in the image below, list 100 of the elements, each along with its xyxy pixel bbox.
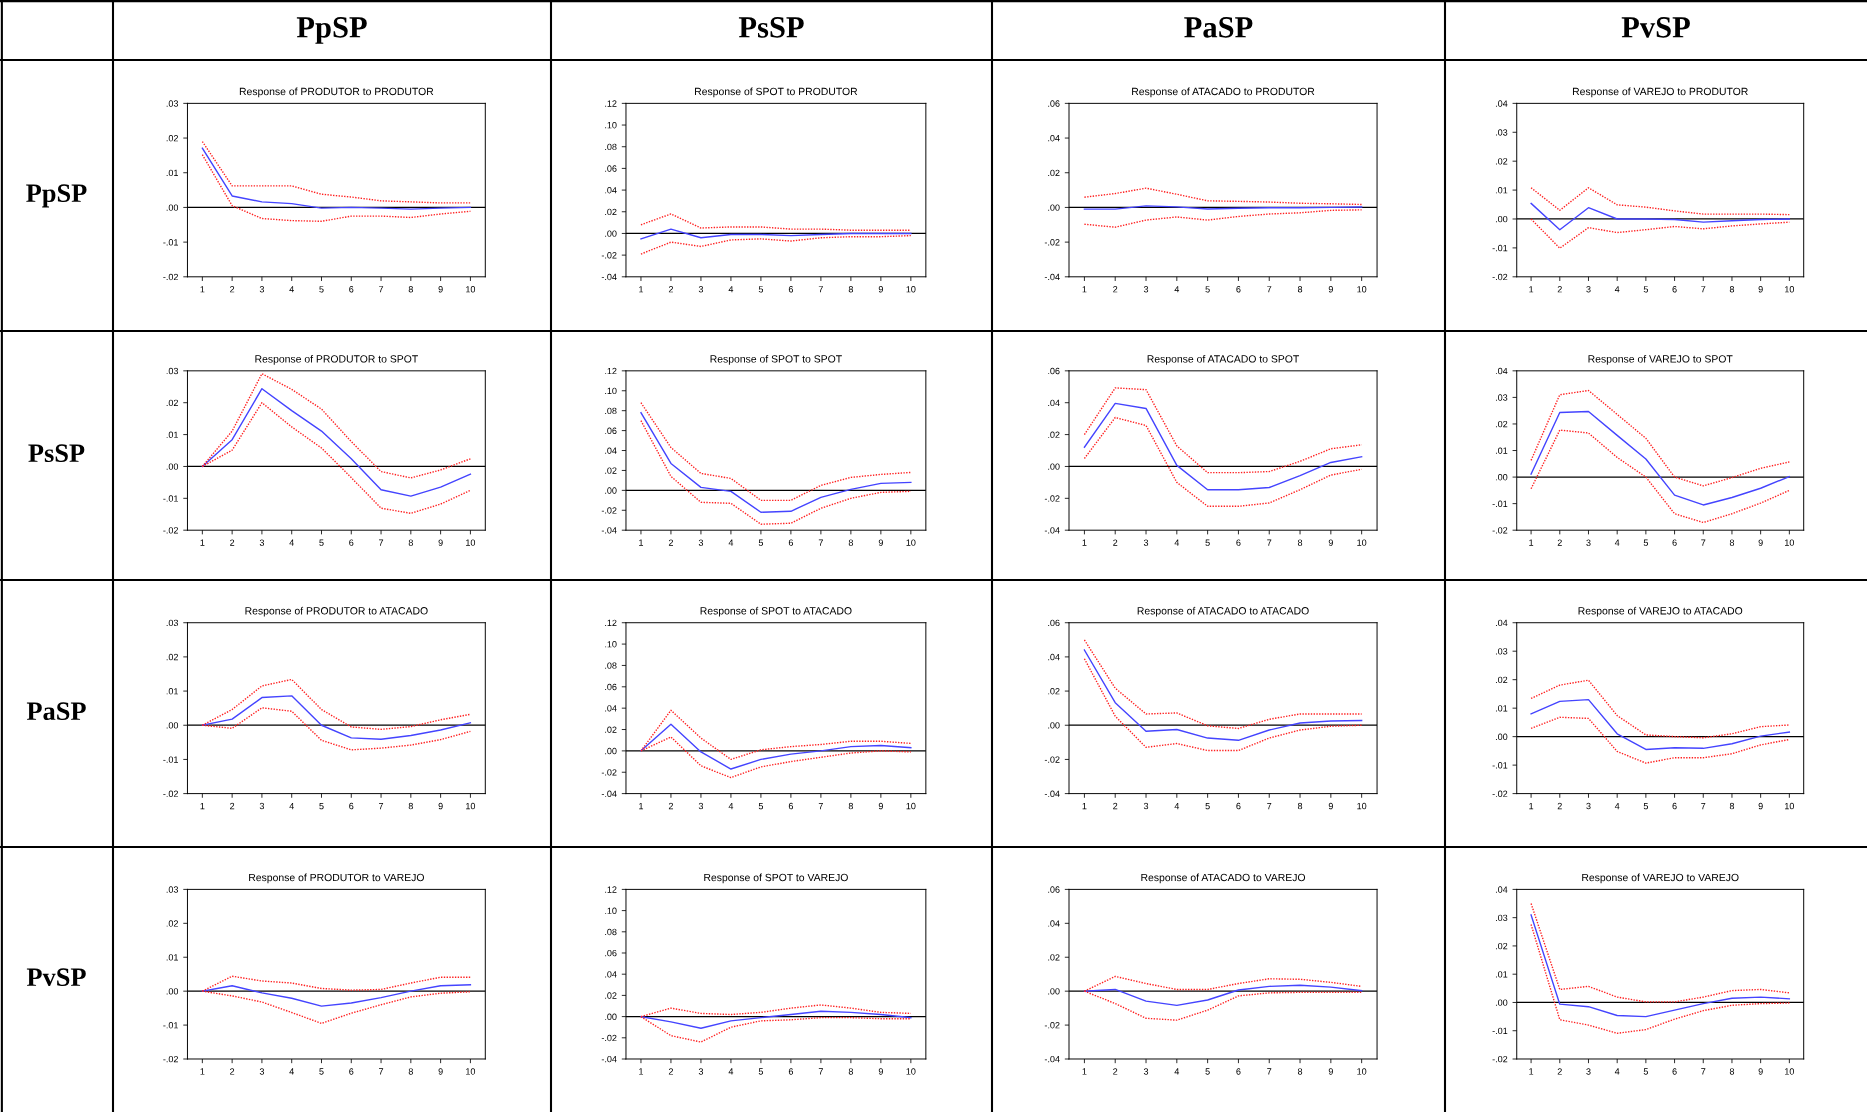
chart-title: Response of ATACADO to PRODUTOR — [1132, 87, 1315, 98]
x-tick-label: 5 — [1205, 802, 1210, 810]
x-tick-label: 6 — [788, 802, 794, 810]
x-tick-label: 4 — [289, 539, 294, 546]
text: PvSP — [26, 968, 86, 987]
x-tick-label: 9 — [1328, 1068, 1333, 1075]
y-tick-label: -.04 — [601, 1055, 617, 1063]
x-tick-label: 10 — [1357, 286, 1367, 293]
text: PaSP — [1184, 17, 1253, 38]
y-tick-label: -.02 — [1492, 790, 1508, 797]
y-tick-label: .02 — [1048, 954, 1060, 961]
y-tick-label: .00 — [166, 722, 179, 729]
y-tick-label: -.04 — [1044, 790, 1060, 797]
x-tick-label: 9 — [1758, 1068, 1763, 1075]
x-tick-label: 7 — [818, 802, 823, 810]
x-tick-label: 7 — [1701, 286, 1706, 293]
y-tick-label: -.02 — [1492, 1055, 1508, 1063]
chart-title: Response of SPOT to VAREJO — [704, 873, 848, 884]
y-tick-label: -.01 — [163, 239, 178, 246]
x-tick-label: 5 — [319, 802, 324, 810]
x-tick-label: 8 — [408, 539, 413, 546]
y-tick-label: .04 — [605, 705, 617, 712]
y-tick-label: -.01 — [1492, 500, 1508, 507]
chart-title: Response of VAREJO to SPOT — [1588, 354, 1733, 365]
x-tick-label: 1 — [200, 539, 205, 546]
x-tick-label: 8 — [1297, 539, 1303, 546]
x-tick-label: 9 — [1758, 802, 1763, 810]
y-tick-label: .10 — [605, 387, 617, 395]
text: PsSP — [28, 444, 85, 463]
y-tick-label: .00 — [1495, 999, 1508, 1006]
x-tick-label: 2 — [668, 1068, 674, 1075]
x-tick-label: 7 — [818, 539, 823, 546]
x-tick-label: 3 — [1143, 286, 1149, 293]
x-tick-label: 2 — [1557, 286, 1562, 293]
y-tick-label: -.04 — [1044, 1055, 1060, 1063]
x-tick-label: 10 — [1785, 1068, 1795, 1075]
x-tick-label: 1 — [639, 539, 644, 546]
x-tick-label: 2 — [1557, 802, 1562, 810]
x-tick-label: 3 — [1586, 1068, 1591, 1075]
y-tick-label: .03 — [1495, 914, 1508, 922]
y-tick-label: .01 — [1495, 971, 1508, 978]
x-tick-label: 3 — [1143, 539, 1149, 546]
y-tick-label: .00 — [1495, 733, 1508, 740]
x-tick-label: 7 — [1701, 539, 1706, 546]
y-tick-label: .02 — [166, 653, 178, 661]
y-tick-label: .04 — [605, 447, 617, 454]
y-tick-label: .02 — [605, 467, 617, 474]
y-tick-label: .02 — [166, 399, 178, 407]
y-tick-label: -.02 — [1044, 756, 1060, 763]
x-tick-label: 2 — [1557, 1068, 1562, 1075]
x-tick-label: 5 — [1643, 802, 1648, 810]
chart-title: Response of VAREJO to ATACADO — [1578, 606, 1743, 617]
x-tick-label: 2 — [230, 802, 235, 810]
x-tick-label: 2 — [1113, 1068, 1118, 1075]
x-tick-label: 8 — [1297, 802, 1303, 810]
y-tick-label: -.01 — [1492, 244, 1508, 252]
x-tick-label: 4 — [728, 286, 734, 293]
x-tick-label: 4 — [289, 1068, 294, 1075]
y-tick-label: .01 — [166, 688, 178, 695]
y-tick-label: .02 — [605, 208, 617, 216]
text: PpSP — [296, 17, 367, 44]
y-tick-label: -.01 — [1492, 762, 1508, 769]
x-tick-label: 7 — [818, 286, 823, 293]
x-tick-label: 5 — [319, 539, 324, 546]
x-tick-label: 3 — [1143, 1068, 1149, 1075]
y-tick-label: .03 — [166, 886, 179, 893]
x-tick-label: 1 — [1082, 1068, 1087, 1075]
y-tick-label: .00 — [605, 487, 617, 494]
x-tick-label: 1 — [1082, 286, 1087, 293]
y-tick-label: .10 — [605, 907, 617, 914]
x-tick-label: 3 — [1586, 802, 1591, 810]
y-tick-label: .12 — [605, 619, 617, 626]
y-tick-label: .04 — [605, 971, 617, 978]
y-tick-label: -.01 — [163, 495, 178, 502]
text: PaSP — [26, 702, 86, 721]
x-tick-label: 4 — [1174, 1068, 1180, 1075]
y-tick-label: .00 — [1048, 463, 1060, 470]
y-tick-label: .04 — [1048, 399, 1060, 407]
y-tick-label: .02 — [1495, 942, 1508, 950]
y-tick-label: -.02 — [1044, 1022, 1060, 1029]
y-tick-label: -.02 — [1044, 239, 1060, 246]
x-tick-label: 9 — [438, 539, 443, 546]
x-tick-label: 1 — [1529, 1068, 1534, 1075]
x-tick-label: 5 — [1205, 1068, 1210, 1075]
x-tick-label: 1 — [1529, 802, 1534, 810]
x-tick-label: 10 — [466, 802, 476, 810]
x-tick-label: 7 — [1267, 286, 1272, 293]
y-tick-label: .01 — [166, 431, 178, 438]
x-tick-label: 3 — [259, 802, 265, 810]
x-tick-label: 1 — [200, 802, 205, 810]
x-tick-label: 9 — [878, 286, 883, 293]
y-tick-label: .04 — [1495, 100, 1508, 107]
x-tick-label: 3 — [698, 286, 704, 293]
text: PpSP — [26, 184, 87, 208]
chart-title: Response of SPOT to SPOT — [710, 354, 842, 365]
y-tick-label: -.02 — [1492, 273, 1508, 281]
x-tick-label: 8 — [848, 539, 853, 546]
x-tick-label: 6 — [788, 286, 794, 293]
y-tick-label: -.02 — [601, 252, 617, 259]
x-tick-label: 10 — [1785, 802, 1795, 810]
